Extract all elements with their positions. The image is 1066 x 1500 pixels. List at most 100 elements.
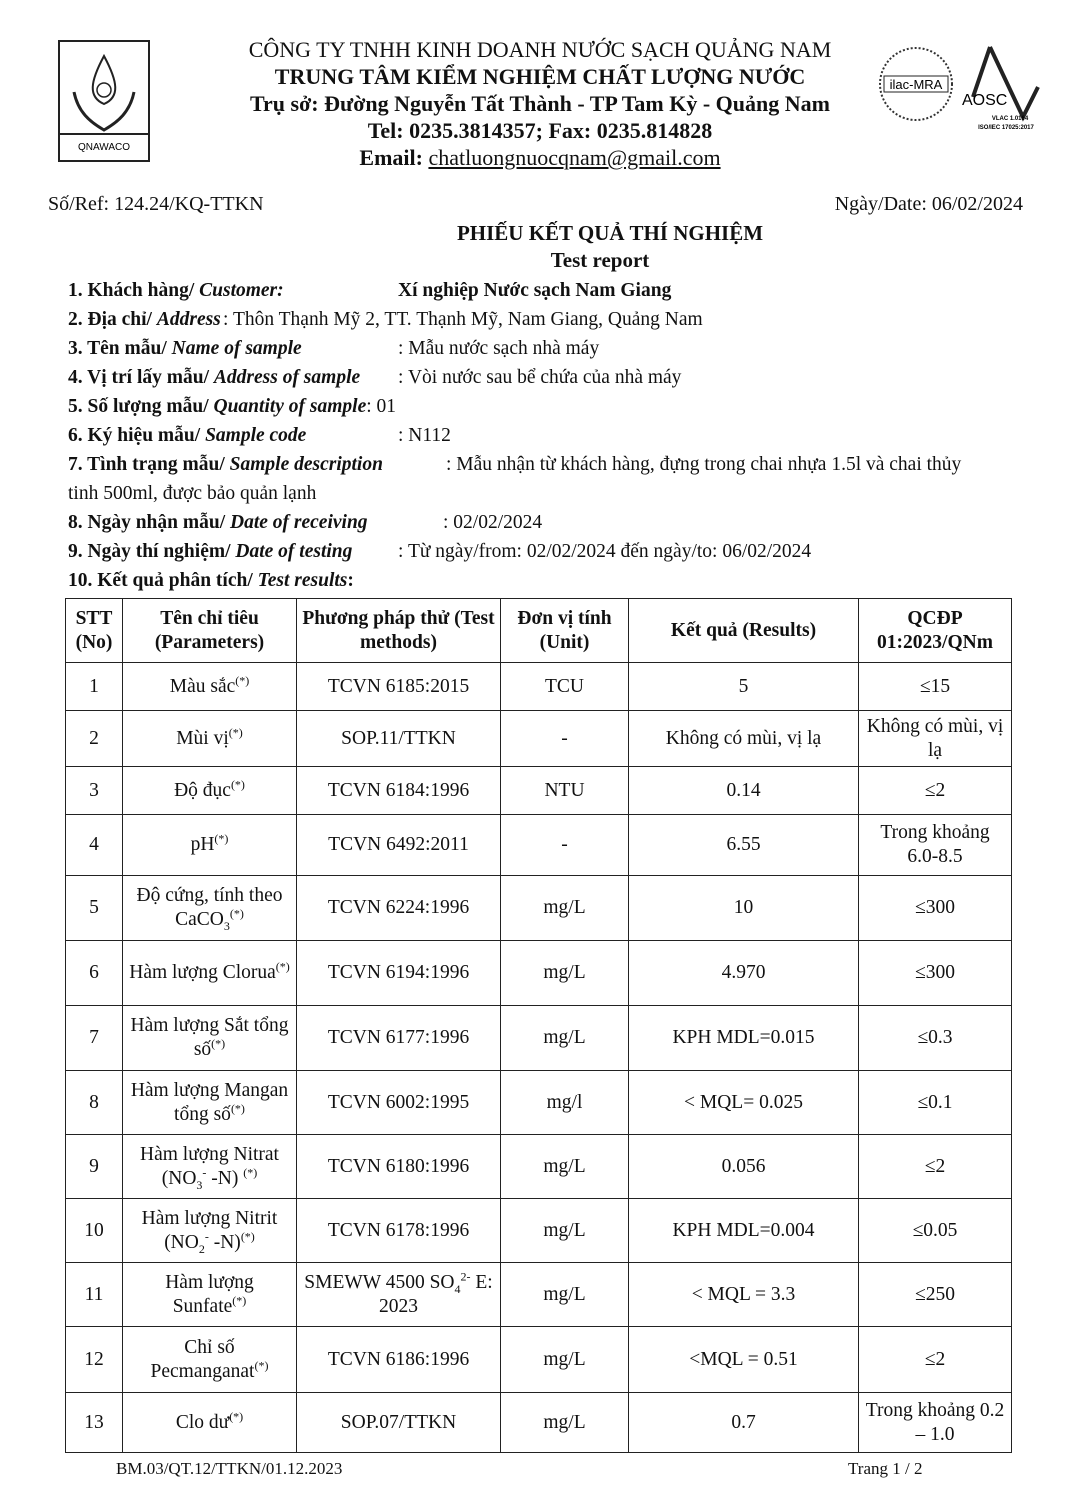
cell-result: < MQL= 0.025	[628, 1070, 859, 1135]
cell-limit: ≤0.05	[858, 1198, 1012, 1263]
info-label: 10. Kết quả phân tích/ Test results	[68, 570, 347, 591]
email-link[interactable]: chatluongnuocqnam@gmail.com	[428, 145, 721, 170]
phone-fax: Tel: 0235.3814357; Fax: 0235.814828	[367, 118, 713, 143]
info-value: : Từ ngày/from: 02/02/2024 đến ngày/to: …	[398, 541, 812, 562]
column-header: QCĐP 01:2023/QNm	[858, 598, 1012, 663]
info-label-vi: 5. Số lượng mẫu/	[68, 396, 214, 417]
text-segment: Độ cứng, tính theo CaCO	[136, 885, 283, 930]
info-label-vi: 6. Ký hiệu mẫu/	[68, 425, 206, 446]
text-sup: -	[202, 1165, 207, 1179]
info-label-vi: 8. Ngày nhận mẫu/	[68, 512, 230, 533]
cell-method: TCVN 6224:1996	[296, 875, 501, 941]
cell-limit: ≤2	[858, 1326, 1012, 1393]
info-label: 8. Ngày nhận mẫu/ Date of receiving	[68, 512, 368, 533]
text-segment: TCVN 6492:2011	[328, 834, 469, 855]
report-date: Ngày/Date: 06/02/2024	[834, 193, 1023, 215]
text-segment: -N)	[208, 1231, 241, 1253]
cell-result: 0.14	[628, 766, 859, 815]
info-value: : 01	[366, 396, 397, 417]
text-segment: Hàm lượng Clorua	[129, 962, 276, 983]
cell-result: 0.056	[628, 1134, 859, 1199]
table-row: 3 Độ đục(*) TCVN 6184:1996 NTU 0.14 ≤2	[65, 766, 1012, 815]
text-sub: 3	[223, 918, 230, 933]
address: Trụ sở: Đường Nguyễn Tất Thành - TP Tam …	[250, 91, 830, 116]
email-label: Email:	[359, 145, 429, 170]
table-row: 9 Hàm lượng Nitrat (NO3- -N) (*) TCVN 6180…	[65, 1134, 1012, 1199]
column-header: STT (No)	[65, 598, 123, 663]
info-row: 5. Số lượng mẫu/ Quantity of sample: 01	[68, 392, 1028, 421]
text-segment: Hàm lượng Nitrat (NO	[140, 1143, 279, 1189]
column-header: Phương pháp thử (Test methods)	[296, 598, 501, 663]
form-code: BM.03/QT.12/TTKN/01.12.2023	[116, 1459, 343, 1478]
info-value: : Mẫu nước sạch nhà máy	[398, 338, 600, 359]
cell-method: TCVN 6186:1996	[296, 1326, 501, 1393]
info-label-en: Customer:	[199, 280, 284, 301]
text-sup: (*)	[229, 1409, 244, 1423]
cell-parameter: Màu sắc(*)	[122, 662, 297, 711]
info-row: 10. Kết quả phân tích/ Test results:	[68, 566, 1028, 595]
info-label-en: Sample description	[229, 454, 383, 475]
center-name: TRUNG TÂM KIỂM NGHIỆM CHẤT LƯỢNG NƯỚC	[274, 64, 806, 89]
text-sup: (*)	[228, 725, 243, 739]
letterhead: CÔNG TY TNHH KINH DOANH NƯỚC SẠCH QUẢNG …	[180, 36, 900, 171]
cell-result: < MQL = 3.3	[628, 1262, 859, 1327]
cell-unit: mg/l	[500, 1070, 629, 1135]
info-label: 2. Địa chỉ/ Address	[68, 309, 221, 330]
cell-result: KPH MDL=0.015	[628, 1005, 859, 1071]
cell-limit: ≤2	[858, 766, 1012, 815]
accreditation-logos: ilac-MRA AOSC VLAC 1.0164 ISO/IEC 17025:…	[878, 42, 1043, 132]
cell-result: <MQL = 0.51	[628, 1326, 859, 1393]
info-label-en: Address	[156, 309, 221, 330]
text-sup: (*)	[232, 1293, 247, 1307]
info-label: 3. Tên mẫu/ Name of sample	[68, 338, 302, 359]
cell-method: TCVN 6180:1996	[296, 1134, 501, 1199]
info-label: 7. Tình trạng mẫu/ Sample description	[68, 454, 383, 475]
text-sup: (*)	[211, 1036, 226, 1051]
text-sup: 2-	[460, 1269, 471, 1283]
text-sup: (*)	[243, 1165, 258, 1179]
cell-no: 12	[65, 1326, 123, 1393]
text-segment: SOP.11/TTKN	[341, 727, 456, 749]
cell-limit: ≤300	[858, 940, 1012, 1006]
text-segment: E: 2023	[379, 1271, 493, 1317]
cell-no: 10	[65, 1198, 123, 1263]
info-label-vi: 2. Địa chỉ/	[68, 309, 157, 330]
info-label: 9. Ngày thí nghiệm/ Date of testing	[68, 541, 352, 562]
info-label-vi: 4. Vị trí lấy mẫu/	[68, 367, 214, 388]
text-segment: TCVN 6177:1996	[327, 1027, 470, 1048]
text-segment: TCVN 6180:1996	[327, 1155, 470, 1177]
info-label-vi: 3. Tên mẫu/	[68, 338, 172, 359]
cell-unit: mg/L	[500, 940, 629, 1006]
svg-text:VLAC 1.0164: VLAC 1.0164	[992, 116, 1029, 122]
info-row: 8. Ngày nhận mẫu/ Date of receiving: 02/…	[68, 508, 1028, 537]
cell-parameter: Hàm lượng Mangan tổng số(*)	[122, 1070, 297, 1135]
text-sup: (*)	[275, 959, 290, 974]
text-segment: TCVN 6224:1996	[327, 897, 470, 918]
cell-unit: mg/L	[500, 875, 629, 941]
cell-parameter: Chỉ số Pecmanganat(*)	[122, 1326, 297, 1393]
cell-unit: NTU	[500, 766, 629, 815]
info-label-en: Quantity of sample	[213, 396, 367, 417]
cell-result: 10	[628, 875, 859, 941]
cell-unit: TCU	[500, 662, 629, 711]
company-name: CÔNG TY TNHH KINH DOANH NƯỚC SẠCH QUẢNG …	[248, 37, 832, 62]
report-subtitle: Test report	[550, 248, 650, 272]
cell-method: TCVN 6194:1996	[296, 940, 501, 1006]
info-label-vi: 10. Kết quả phân tích/	[68, 570, 258, 591]
cell-result: 0.7	[628, 1392, 859, 1453]
table-row: 6 Hàm lượng Clorua(*) TCVN 6194:1996 mg/L 4.…	[65, 940, 1012, 1006]
cell-limit: Trong khoảng 0.2 – 1.0	[858, 1392, 1012, 1453]
info-label-en: Address of sample	[213, 367, 361, 388]
cell-no: 1	[65, 662, 123, 711]
text-segment: TCVN 6184:1996	[327, 779, 470, 801]
info-label: 4. Vị trí lấy mẫu/ Address of sample	[68, 367, 360, 388]
cell-no: 13	[65, 1392, 123, 1453]
sample-info: 1. Khách hàng/ Customer: Xí nghiệp Nước s…	[68, 276, 1028, 595]
text-segment: Hàm lượng Sắt tổng số	[130, 1015, 289, 1060]
column-header: Kết quả (Results)	[628, 598, 859, 663]
text-segment: Hàm lượng Nitrit (NO	[141, 1207, 278, 1253]
table-row: 4 pH(*) TCVN 6492:2011-6.55 Trong khoảng 6.…	[65, 814, 1012, 876]
info-label-en: Sample code	[205, 425, 307, 446]
table-row: 1 Màu sắc(*) TCVN 6185:2015 TCU 5 ≤15	[65, 662, 1012, 711]
cell-parameter: Độ đục(*)	[122, 766, 297, 815]
